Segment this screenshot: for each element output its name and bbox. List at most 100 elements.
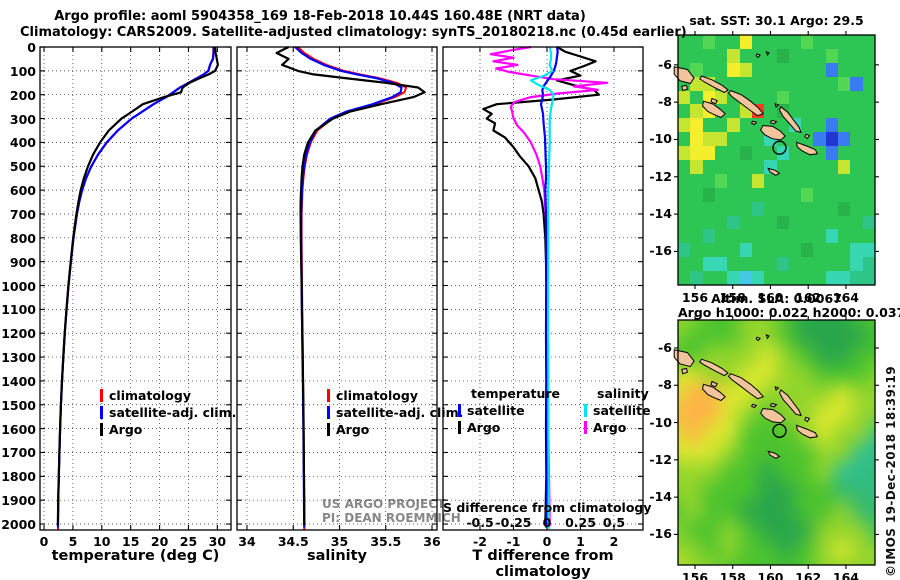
copyright-text: ©IMOS 19-Dec-2018 18:39:19 [884, 366, 898, 577]
legend-group-title: temperature [471, 386, 561, 401]
x-tick-label: 10 [93, 534, 111, 549]
depth-tick-label: 1600 [1, 421, 36, 437]
figure-title-line1: Argo profile: aoml 5904358_169 18-Feb-20… [54, 9, 586, 24]
legend-swatch-t-satellite [458, 404, 461, 417]
legend-item: satellite [458, 402, 560, 419]
x-tick-label: 25 [179, 534, 198, 549]
x-tick-label: 15 [122, 534, 140, 549]
tdiff-legend: temperature satellite Argo [458, 385, 560, 436]
x-tick-label: 5 [68, 534, 78, 549]
legend-swatch-climatology [100, 389, 103, 402]
axes-box [442, 46, 644, 531]
depth-tick-label: 0 [27, 40, 36, 55]
legend-swatch-t-argo [458, 421, 461, 434]
profile-line-s-satellite [529, 46, 555, 529]
map-x-tick-label: 156 [681, 290, 709, 305]
legend-label: climatology [336, 388, 418, 403]
depth-tick-label: 1800 [1, 469, 36, 485]
map-x-tick-label: 160 [757, 290, 784, 305]
profile-line-t-satellite [539, 46, 559, 528]
legend-item: Argo [458, 419, 560, 436]
legend-swatch-climatology [327, 389, 330, 402]
salinity-axis-label: salinity [306, 548, 368, 564]
legend-label: satellite-adj. clim. [336, 405, 464, 420]
depth-tick-label: 1100 [1, 302, 36, 318]
map-x-tick-label: 162 [795, 290, 822, 305]
legend-label: Argo [109, 422, 143, 437]
sla-map-title-line2: Argo h1000: 0.022 h2000: 0.037 [678, 305, 900, 320]
x-tick-label: 0 [542, 534, 552, 549]
sst-map-cells [678, 35, 875, 285]
map-x-tick-label: 160 [757, 570, 784, 580]
depth-tick-label: 1900 [1, 493, 36, 509]
depth-tick-label: 100 [9, 63, 36, 79]
depth-tick-label: 1300 [1, 350, 36, 366]
salinity-legend: climatology satellite-adj. clim. Argo [327, 387, 463, 438]
x-tick-label: -2 [473, 534, 487, 549]
secondary-axis-title: S difference from climatology [443, 500, 652, 515]
x-tick-label: -1 [506, 534, 521, 549]
legend-label: satellite [467, 403, 525, 418]
depth-tick-label: 600 [9, 183, 36, 199]
map-y-tick-label: -8 [658, 377, 672, 393]
x-tick-label: 35 [330, 534, 349, 549]
depth-tick-label: 1400 [1, 373, 36, 389]
x-tick-label: 20 [150, 534, 169, 549]
map-x-tick-label: 156 [681, 570, 709, 580]
profile-line-t-argo [482, 46, 601, 526]
sla-map-cells [678, 320, 875, 565]
temperature-axis-label: temperature (deg C) [51, 548, 220, 564]
legend-swatch-argo [327, 423, 330, 436]
legend-item: satellite-adj. clim. [327, 404, 463, 421]
depth-tick-label: 2000 [1, 517, 36, 533]
map-x-tick-label: 158 [719, 290, 746, 305]
axes-box [236, 46, 438, 531]
axes-box [39, 46, 232, 531]
legend-item: climatology [100, 387, 236, 404]
map-x-tick-label: 158 [719, 570, 746, 580]
x-tick-label: 34.5 [277, 534, 309, 549]
map-y-tick-label: -6 [658, 56, 672, 72]
depth-tick-label: 1000 [1, 278, 36, 294]
map-y-tick-label: -10 [649, 131, 672, 147]
map-y-tick-label: -16 [649, 526, 672, 542]
legend-swatch-argo [100, 423, 103, 436]
sst-map [678, 35, 875, 285]
legend-item: Argo [100, 421, 236, 438]
profile-line-argo [275, 46, 426, 526]
depth-tick-label: 1200 [1, 326, 36, 342]
profile-line-climatology [297, 46, 408, 530]
map-x-tick-label: 162 [795, 570, 822, 580]
tdiff-axis-label: T difference from climatology [472, 548, 614, 580]
map-y-tick-label: -6 [658, 339, 672, 355]
depth-tick-label: 400 [9, 135, 36, 151]
depth-tick-label: 700 [9, 206, 36, 222]
legend-swatch-s-argo [584, 421, 587, 434]
depth-tick-label: 1700 [1, 445, 36, 461]
x-tick-label: 34 [238, 534, 256, 549]
map-y-tick-label: -12 [649, 451, 672, 467]
figure-title-line2: Climatology: CARS2009. Satellite-adjuste… [20, 25, 687, 40]
legend-label: satellite-adj. clim. [109, 405, 237, 420]
temperature-legend: climatology satellite-adj. clim. Argo [100, 387, 236, 438]
profile-line-satellite-adj-clim [56, 47, 215, 528]
map-y-tick-label: -12 [649, 168, 672, 184]
sst-map-title: sat. SST: 30.1 Argo: 29.5 [689, 13, 864, 28]
watermark-text: PI: DEAN ROEMMICH [322, 511, 461, 525]
depth-tick-label: 300 [9, 111, 36, 127]
legend-label: Argo [336, 422, 370, 437]
profile-line-climatology [57, 47, 215, 530]
depth-tick-label: 800 [9, 230, 36, 246]
secondary-tick-label: 0.5 [602, 515, 626, 530]
x-tick-label: 1 [576, 534, 585, 549]
map-x-tick-label: 164 [832, 570, 859, 580]
map-y-tick-label: -10 [649, 414, 672, 430]
x-tick-label: 30 [208, 534, 227, 549]
depth-tick-label: 200 [9, 87, 36, 103]
map-y-tick-label: -14 [649, 489, 672, 505]
x-tick-label: 36 [423, 534, 441, 549]
legend-item: Argo [327, 421, 463, 438]
legend-item: climatology [327, 387, 463, 404]
depth-tick-label: 500 [9, 159, 36, 175]
